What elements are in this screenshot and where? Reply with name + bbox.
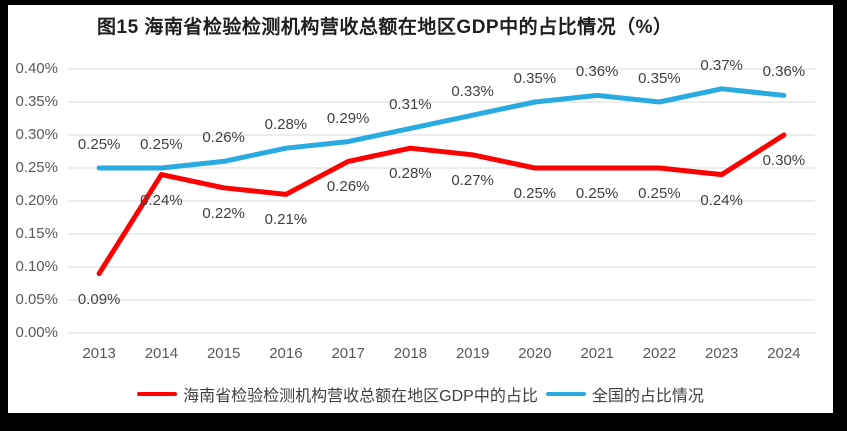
legend-item-hainan: 海南省检验检测机构营收总额在地区GDP中的占比 [137,382,538,406]
data-label-national: 0.29% [326,109,370,127]
legend-swatch-hainan-line [137,392,178,396]
data-label-national: 0.35% [513,70,557,87]
series-line-national [96,86,787,171]
data-label-hainan: 0.26% [326,178,370,196]
y-tick-label: 0.15% [15,225,58,242]
y-tick-label: 0.35% [15,93,58,110]
data-label-national: 0.25% [77,136,121,153]
data-label-hainan: 0.24% [700,191,743,209]
chart-background [8,5,833,413]
x-tick-label: 2013 [82,345,116,362]
data-label-national: 0.26% [202,129,245,147]
x-tick-label: 2021 [580,345,614,362]
data-label-hainan: 0.24% [140,191,183,209]
data-label-hainan: 0.30% [762,152,806,169]
legend-label-hainan: 海南省检验检测机构营收总额在地区GDP中的占比 [183,388,538,405]
chart-title: 图15 海南省检验检测机构营收总额在地区GDP中的占比情况（%） [97,17,673,38]
data-label-national: 0.37% [700,56,743,74]
series-line-hainan [96,132,787,277]
y-tick-label: 0.40% [15,60,58,77]
data-label-hainan: 0.21% [264,211,308,229]
data-label-hainan: 0.25% [575,185,619,202]
data-label-national: 0.36% [575,63,619,81]
y-tick-label: 0.00% [15,324,58,341]
x-tick-label: 2020 [518,345,552,362]
data-label-national: 0.35% [638,70,681,87]
data-label-national: 0.31% [389,96,432,114]
series-lines [96,86,787,277]
y-tick-label: 0.25% [15,159,58,176]
x-tick-label: 2024 [767,345,801,362]
gridlines [68,68,815,334]
data-label-hainan: 0.25% [638,185,681,202]
data-label-national: 0.28% [264,116,308,134]
y-tick-label: 0.20% [15,192,58,209]
data-label-hainan: 0.25% [513,185,557,202]
x-tick-label: 2017 [331,345,365,362]
data-label-national: 0.25% [140,136,183,153]
y-tick-label: 0.10% [15,258,58,275]
data-label-hainan: 0.22% [202,204,245,222]
x-tick-label: 2022 [642,345,677,362]
legend: 海南省检验检测机构营收总额在地区GDP中的占比 全国的占比情况 [8,382,833,406]
data-label-national: 0.36% [762,63,806,81]
x-tick-label: 2023 [704,345,739,362]
y-tick-label: 0.05% [15,291,58,308]
legend-swatch-national-line [545,392,586,396]
x-tick-label: 2016 [269,345,303,362]
legend-item-national: 全国的占比情况 [545,382,704,406]
legend-label-national: 全国的占比情况 [591,388,704,405]
x-tick-label: 2019 [455,345,490,362]
data-label-national: 0.33% [451,83,494,101]
data-label-hainan: 0.27% [451,171,494,189]
data-label-hainan: 0.28% [389,165,432,183]
x-tick-label: 2014 [144,345,179,362]
data-label-hainan: 0.09% [77,290,121,308]
x-tick-label: 2018 [393,345,428,362]
y-tick-label: 0.30% [15,126,58,143]
x-tick-label: 2015 [206,345,241,362]
